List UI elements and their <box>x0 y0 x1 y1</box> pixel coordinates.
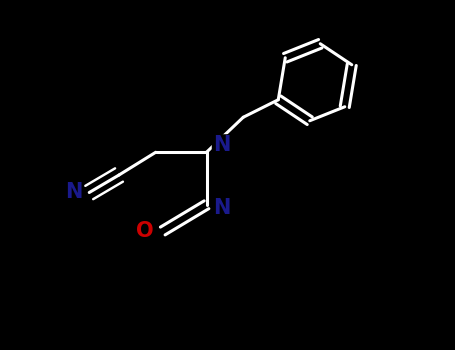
Text: N: N <box>213 198 230 218</box>
Text: N: N <box>66 182 83 203</box>
Text: N: N <box>213 135 230 155</box>
Text: O: O <box>136 221 154 241</box>
